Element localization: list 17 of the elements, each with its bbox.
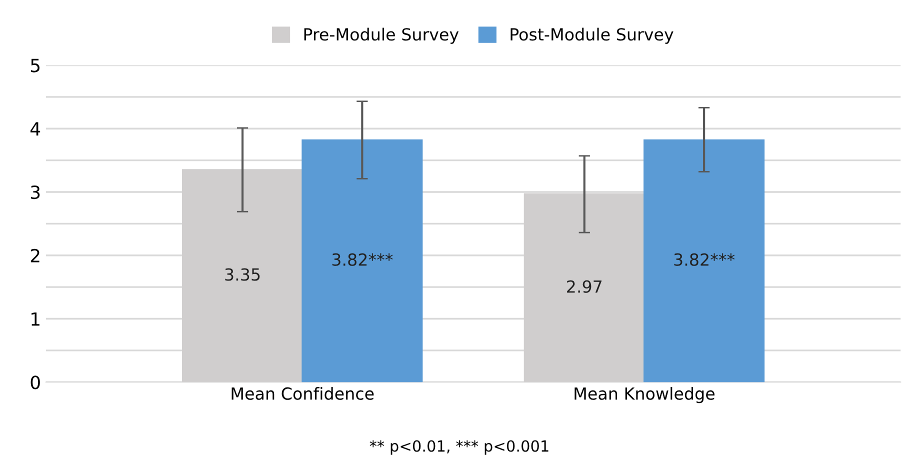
y-tick-label: 1 bbox=[32, 312, 40, 326]
text: ** p<0.01, *** p<0.001 bbox=[370, 440, 548, 455]
data-label: 3.82*** bbox=[674, 253, 735, 266]
bar bbox=[644, 139, 765, 382]
data-label: 2.97 bbox=[567, 280, 602, 293]
data-label: 3.82*** bbox=[332, 253, 393, 266]
legend-label: Pre-Module Survey bbox=[304, 28, 459, 44]
y-tick-label: 4 bbox=[30, 122, 40, 136]
y-tick-label: 3 bbox=[30, 185, 40, 200]
y-tick-label: 2 bbox=[30, 248, 40, 262]
bar bbox=[302, 139, 423, 382]
data-label: 3.35 bbox=[225, 268, 260, 281]
x-tick-label: Mean Confidence bbox=[232, 386, 374, 400]
x-tick-label: Mean Knowledge bbox=[574, 386, 714, 404]
legend-label: Post-Module Survey bbox=[510, 28, 674, 44]
y-tick-label: 0 bbox=[30, 376, 40, 390]
y-tick-label: 5 bbox=[30, 58, 40, 72]
